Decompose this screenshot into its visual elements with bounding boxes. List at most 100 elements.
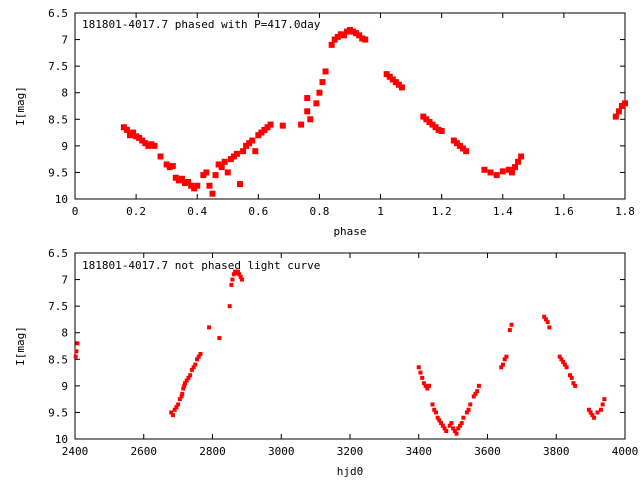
data-point [454, 431, 459, 436]
data-point [586, 407, 591, 412]
data-point [395, 81, 402, 88]
data-point [227, 304, 232, 309]
data-point [188, 182, 195, 189]
x-axis-label: hjd0 [337, 465, 364, 478]
data-point [459, 421, 464, 426]
data-point [176, 402, 181, 407]
data-point [547, 325, 552, 330]
data-point [499, 168, 506, 175]
data-point [561, 359, 566, 364]
data-point [439, 421, 444, 426]
panel-title: 181801-4017.7 phased with P=417.0day [82, 18, 321, 31]
data-point [562, 362, 567, 367]
data-point [564, 365, 569, 370]
data-point [307, 116, 314, 123]
data-point [261, 126, 268, 133]
data-point [200, 172, 207, 179]
data-point [184, 378, 189, 383]
data-point [475, 389, 480, 394]
data-point [166, 164, 173, 171]
y-tick-label: 9.5 [48, 406, 68, 419]
data-point [177, 397, 182, 402]
data-point [438, 127, 445, 134]
data-point [420, 375, 425, 380]
data-point [437, 418, 442, 423]
data-point [249, 137, 256, 144]
data-point [592, 415, 597, 420]
x-tick-label: 3000 [268, 445, 295, 458]
panel-title: 181801-4017.7 not phased light curve [82, 259, 320, 272]
data-point [217, 336, 222, 341]
data-point [313, 100, 320, 107]
data-point [461, 415, 466, 420]
data-point [509, 322, 514, 327]
data-point [398, 84, 405, 91]
data-point [622, 100, 628, 107]
data-point [230, 277, 235, 282]
y-axis-label: I[mag] [14, 86, 27, 126]
data-point [198, 351, 203, 356]
data-point [183, 381, 187, 386]
data-point [148, 141, 155, 148]
y-tick-label: 9 [61, 140, 68, 153]
data-point [123, 126, 130, 133]
data-point [207, 325, 212, 330]
data-point [163, 161, 170, 168]
data-point [612, 113, 619, 120]
data-point [267, 121, 274, 128]
data-point [499, 365, 504, 370]
data-point [493, 172, 500, 179]
data-point [429, 121, 436, 128]
data-point [175, 177, 182, 184]
data-point [130, 129, 137, 136]
data-point [452, 429, 457, 434]
data-point [595, 410, 600, 415]
data-point [543, 317, 548, 322]
data-point [440, 423, 445, 428]
data-point [319, 79, 326, 86]
x-tick-label: 1.8 [615, 205, 635, 218]
y-tick-label: 7 [61, 274, 68, 287]
data-point [252, 148, 259, 155]
data-point [598, 407, 603, 412]
x-tick-label: 1.2 [432, 205, 452, 218]
data-point [557, 354, 562, 359]
data-point [193, 362, 198, 367]
data-point [191, 185, 198, 192]
data-point [602, 397, 607, 402]
data-point [237, 181, 243, 188]
data-point [473, 391, 478, 396]
data-point [224, 169, 231, 176]
data-point [590, 413, 595, 418]
x-tick-label: 2400 [62, 445, 89, 458]
data-point [545, 320, 550, 325]
data-point [298, 121, 305, 128]
data-point [460, 145, 467, 152]
data-point [230, 153, 237, 160]
data-point [340, 32, 347, 39]
plot-frame [74, 12, 626, 200]
data-point [182, 180, 188, 187]
data-point [194, 182, 201, 189]
data-point [500, 362, 505, 367]
data-point [136, 134, 143, 141]
data-point [75, 341, 80, 346]
data-point [392, 79, 399, 86]
data-point [426, 118, 433, 125]
data-point [188, 373, 193, 378]
data-point [170, 413, 175, 418]
y-tick-label: 7.5 [48, 60, 68, 73]
data-point [447, 423, 452, 428]
data-point [450, 137, 457, 144]
data-point [615, 108, 622, 115]
data-point [451, 426, 456, 431]
data-point [238, 274, 243, 279]
data-point [151, 142, 158, 149]
data-point [74, 349, 79, 354]
data-point [389, 76, 396, 83]
data-point [588, 410, 593, 415]
data-point [322, 68, 329, 75]
data-point [172, 174, 179, 181]
y-tick-label: 6.5 [48, 247, 68, 260]
data-point [435, 415, 440, 420]
